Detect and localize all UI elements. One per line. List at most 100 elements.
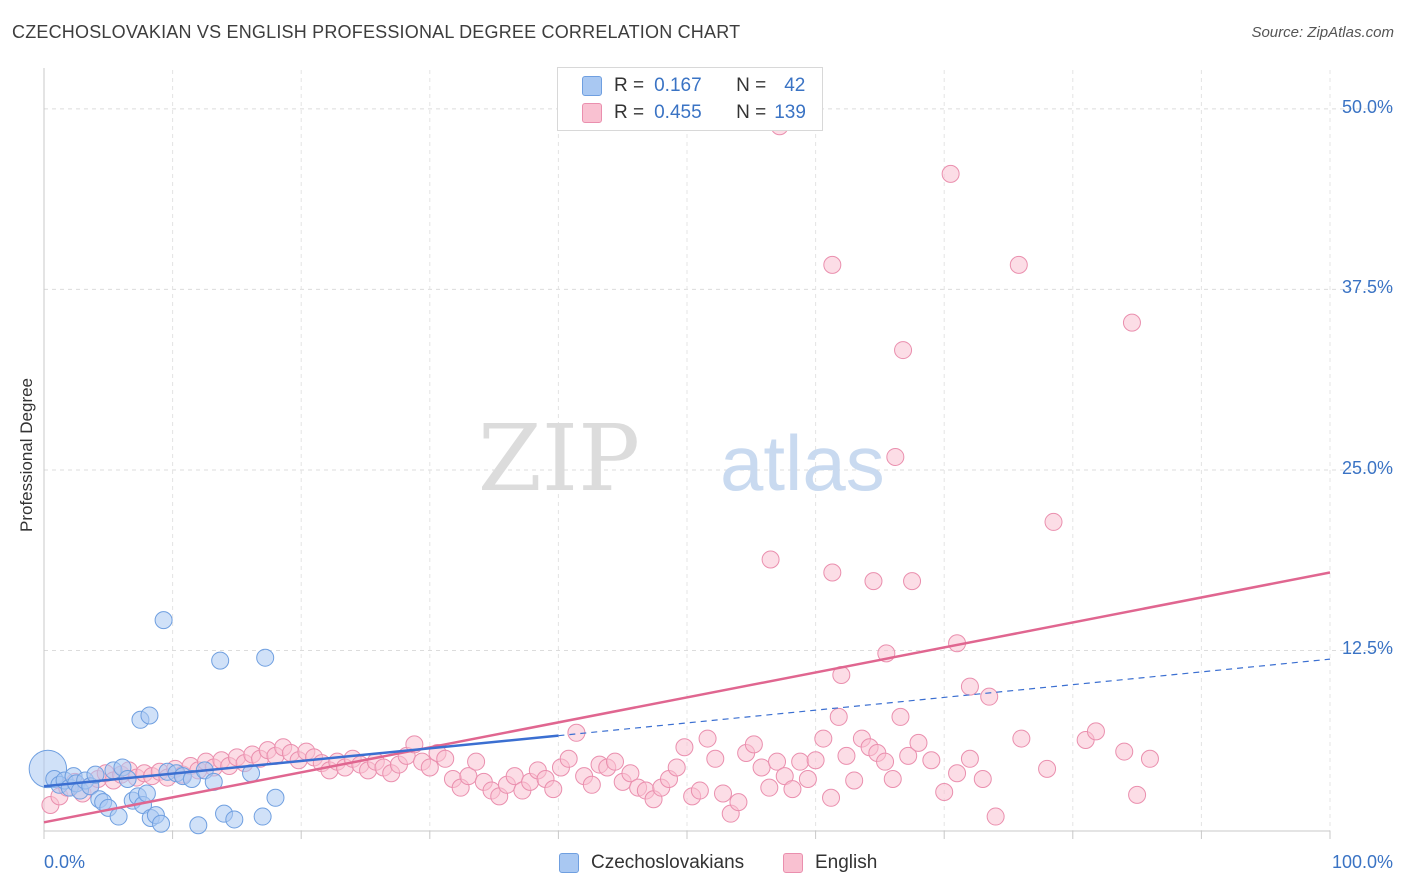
watermark: ZIP atlas: [478, 405, 885, 512]
english-point: [909, 733, 928, 752]
english-point: [1128, 785, 1147, 804]
english-point: [605, 752, 624, 771]
english-point: [690, 781, 709, 800]
english-point: [922, 751, 941, 770]
english-point: [706, 749, 725, 768]
english-point: [459, 767, 478, 786]
legend-swatch-blue: [559, 853, 579, 873]
r-value: 0.455: [654, 102, 702, 123]
watermark-zip: ZIP: [478, 405, 640, 512]
english-point: [864, 572, 883, 591]
english-point: [986, 807, 1005, 826]
english-point: [667, 758, 686, 777]
watermark-atlas: atlas: [720, 419, 885, 507]
czechoslovakian-point: [152, 814, 171, 833]
x-tick-max: 100.0%: [1331, 852, 1393, 872]
english-point: [420, 758, 439, 777]
english-point: [948, 764, 967, 783]
legend-label: Czechoslovakians: [591, 852, 745, 873]
r-label: R =: [614, 102, 645, 123]
czechoslovakian-point: [189, 816, 208, 835]
english-point: [980, 687, 999, 706]
english-point: [675, 738, 694, 757]
y-tick-label: 50.0%: [1341, 96, 1393, 117]
english-point: [752, 758, 771, 777]
english-point: [1140, 749, 1159, 768]
english-point: [791, 752, 810, 771]
czechoslovakian-point: [137, 784, 156, 803]
english-point: [886, 447, 905, 466]
y-tick-label: 25.0%: [1341, 457, 1393, 478]
x-tick-min: 0.0%: [44, 852, 86, 872]
bottom-legend-czechoslovakians: Czechoslovakians: [559, 852, 744, 874]
english-point: [1012, 729, 1031, 748]
english-point: [1115, 742, 1134, 761]
english-point: [621, 764, 640, 783]
english-point: [1086, 722, 1105, 741]
czechoslovakian-point: [109, 807, 128, 826]
english-point: [960, 749, 979, 768]
legend-label: English: [815, 852, 878, 873]
english-point: [729, 793, 748, 812]
english-point: [903, 572, 922, 591]
english-point: [806, 751, 825, 770]
english-point: [823, 563, 842, 582]
r-label: R =: [614, 75, 645, 96]
english-point: [891, 707, 910, 726]
source-label: Source: ZipAtlas.com: [1251, 24, 1394, 41]
english-point: [829, 707, 848, 726]
english-point: [582, 775, 601, 794]
y-tick-label: 37.5%: [1341, 277, 1393, 298]
legend-swatch-pink: [783, 853, 803, 873]
english-point: [1038, 759, 1057, 778]
series-czechoslovakians: [28, 611, 285, 835]
czechoslovakian-point: [211, 651, 230, 670]
trend-lines: [43, 571, 1331, 824]
y-tick-label: 12.5%: [1341, 638, 1393, 659]
english-point: [837, 746, 856, 765]
english-point: [559, 749, 578, 768]
english-point: [822, 788, 841, 807]
czechoslovakian-trend-extension: [558, 658, 1331, 737]
english-point: [935, 783, 954, 802]
english-point: [505, 767, 524, 786]
english-point: [1044, 512, 1063, 531]
english-point: [823, 255, 842, 274]
english-point: [760, 778, 779, 797]
n-value: 42: [784, 75, 806, 96]
english-point: [845, 771, 864, 790]
english-trend-line: [43, 571, 1331, 824]
stats-legend: R = 0.167 N = 42 R = 0.455 N = 139: [557, 67, 823, 131]
english-point: [436, 749, 455, 768]
english-point: [714, 784, 733, 803]
r-value: 0.167: [654, 75, 702, 96]
czechoslovakian-point: [140, 706, 159, 725]
english-point: [761, 550, 780, 569]
english-point: [894, 341, 913, 360]
gridlines: [43, 68, 1392, 839]
chart-title: CZECHOSLOVAKIAN VS ENGLISH PROFESSIONAL …: [12, 22, 741, 42]
english-point: [467, 752, 486, 771]
english-point: [768, 752, 787, 771]
czechoslovakian-trend-line: [43, 734, 559, 788]
english-point: [883, 770, 902, 789]
legend-swatch-pink: [582, 103, 602, 123]
english-point: [941, 164, 960, 183]
english-point: [973, 770, 992, 789]
english-point: [783, 780, 802, 799]
czechoslovakian-point: [253, 807, 272, 826]
english-point: [814, 729, 833, 748]
legend-row-english: R = 0.455 N = 139: [582, 101, 806, 125]
czechoslovakian-point: [266, 788, 285, 807]
english-point: [960, 677, 979, 696]
czechoslovakian-point: [256, 648, 275, 667]
english-point: [698, 729, 717, 748]
n-label: N =: [736, 102, 767, 123]
english-point: [544, 780, 563, 799]
series-english: [41, 117, 1159, 826]
legend-swatch-blue: [582, 76, 602, 96]
bottom-legend-english: English: [783, 852, 877, 874]
english-point: [744, 735, 763, 754]
czechoslovakian-point: [154, 611, 173, 630]
